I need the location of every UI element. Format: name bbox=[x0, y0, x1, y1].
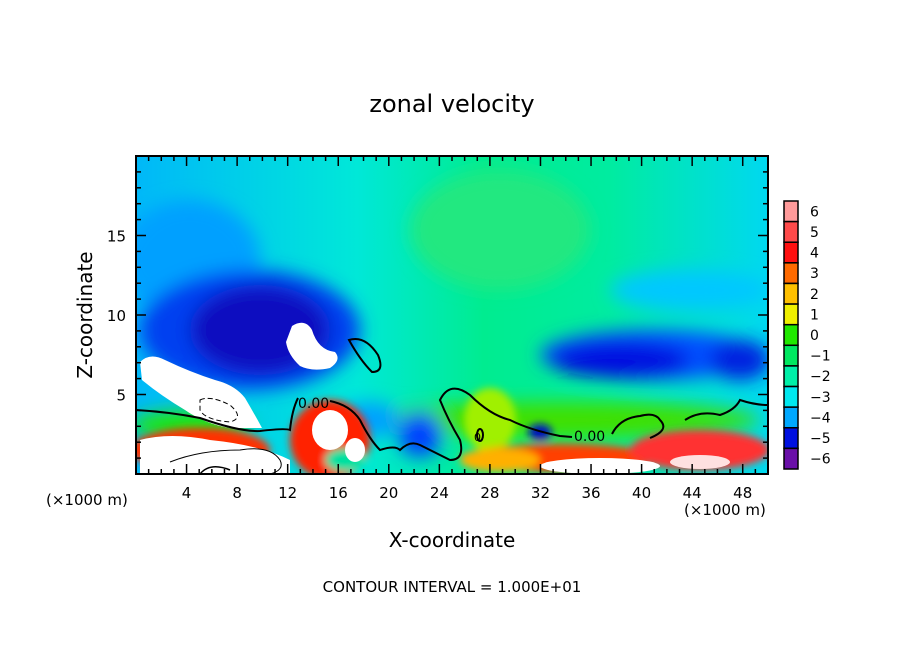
x-tick-label: 36 bbox=[581, 484, 600, 502]
zero-contour bbox=[476, 428, 484, 442]
y-tick-label: 5 bbox=[116, 387, 126, 405]
colorbar-tick-label: −3 bbox=[810, 390, 831, 406]
white-region-low bbox=[140, 436, 290, 474]
colorbar-swatch bbox=[783, 365, 799, 388]
colorbar-swatch bbox=[783, 344, 799, 367]
x-axis: 4 8 12 16 20 24 28 32 36 40 44 48 bbox=[147, 156, 757, 502]
x-tick-label: 24 bbox=[430, 484, 449, 502]
contour-field: 0.00 0.00 0 bbox=[136, 156, 768, 474]
zero-contour bbox=[136, 387, 768, 462]
colorbar-swatch bbox=[783, 262, 799, 285]
white-region-low bbox=[312, 410, 348, 450]
x-tick-label: 4 bbox=[182, 484, 192, 502]
field-blob bbox=[550, 342, 690, 378]
x-unit-label-right: (×1000 m) bbox=[684, 501, 766, 519]
y-axis: 5 10 15 bbox=[107, 171, 768, 459]
positive-contour bbox=[199, 466, 231, 474]
white-region-jet bbox=[140, 356, 262, 428]
x-tick-label: 12 bbox=[278, 484, 297, 502]
colorbar-swatch bbox=[783, 427, 799, 450]
x-tick-label: 40 bbox=[632, 484, 651, 502]
colorbar-tick-label: −6 bbox=[810, 452, 831, 468]
x-tick-label: 28 bbox=[480, 484, 499, 502]
contour-label: 0.00 bbox=[298, 396, 329, 412]
contour-interval-footer: CONTOUR INTERVAL = 1.000E+01 bbox=[323, 578, 582, 596]
y-tick-label: 10 bbox=[107, 307, 126, 325]
colorbar-tick-label: 5 bbox=[810, 225, 819, 241]
colorbar-swatch bbox=[783, 241, 799, 264]
colorbar-swatch bbox=[783, 282, 799, 305]
colorbar-swatch bbox=[783, 220, 799, 243]
zero-contour bbox=[347, 338, 382, 374]
colorbar-swatch bbox=[783, 406, 799, 429]
white-region-low bbox=[670, 455, 730, 469]
field-blob bbox=[610, 270, 768, 310]
x-unit-label-left: (×1000 m) bbox=[46, 491, 128, 509]
x-tick-label: 44 bbox=[683, 484, 702, 502]
y-tick-label: 15 bbox=[107, 228, 126, 246]
colorbar-tick-label: 3 bbox=[810, 266, 819, 282]
colorbar-tick-label: −1 bbox=[810, 349, 831, 365]
colorbar-swatch bbox=[783, 323, 799, 347]
x-tick-label: 20 bbox=[379, 484, 398, 502]
colorbar-tick-label: 6 bbox=[810, 204, 819, 220]
colorbar-tick-label: −4 bbox=[810, 410, 831, 426]
colorbar-tick-label: 2 bbox=[810, 287, 819, 303]
field-blob bbox=[410, 170, 590, 290]
white-region-low bbox=[345, 438, 365, 462]
colorbar-swatch bbox=[783, 303, 799, 326]
x-tick-label: 16 bbox=[329, 484, 348, 502]
white-region-core bbox=[286, 322, 338, 370]
x-tick-label: 8 bbox=[232, 484, 242, 502]
colorbar-tick-label: 4 bbox=[810, 246, 819, 262]
colorbar-swatch bbox=[783, 385, 799, 408]
y-axis-label: Z-coordinate bbox=[73, 251, 97, 378]
field-blob bbox=[360, 402, 760, 438]
x-tick-label: 32 bbox=[531, 484, 550, 502]
x-axis-label: X-coordinate bbox=[389, 528, 516, 552]
colorbar-swatch bbox=[783, 200, 799, 223]
colorbar-tick-label: −2 bbox=[810, 369, 831, 385]
positive-contour bbox=[169, 448, 282, 474]
white-region-low bbox=[540, 458, 660, 474]
contour-label: 0 bbox=[474, 431, 481, 444]
x-tick-label: 48 bbox=[733, 484, 752, 502]
field-blob bbox=[398, 413, 442, 457]
colorbar-tick-label: 0 bbox=[810, 328, 819, 344]
chart-title: zonal velocity bbox=[369, 90, 534, 118]
field-blob bbox=[460, 448, 540, 472]
colorbar-tick-label: −5 bbox=[810, 431, 831, 447]
colorbar: 6 5 4 3 2 1 0 −1 −2 −3 −4 −5 −6 bbox=[783, 200, 831, 470]
field-blob bbox=[630, 430, 768, 470]
colorbar-tick-label: 1 bbox=[810, 307, 819, 323]
field-blob bbox=[710, 340, 768, 380]
colorbar-swatch bbox=[783, 447, 799, 470]
contour-label: 0.00 bbox=[574, 429, 605, 445]
